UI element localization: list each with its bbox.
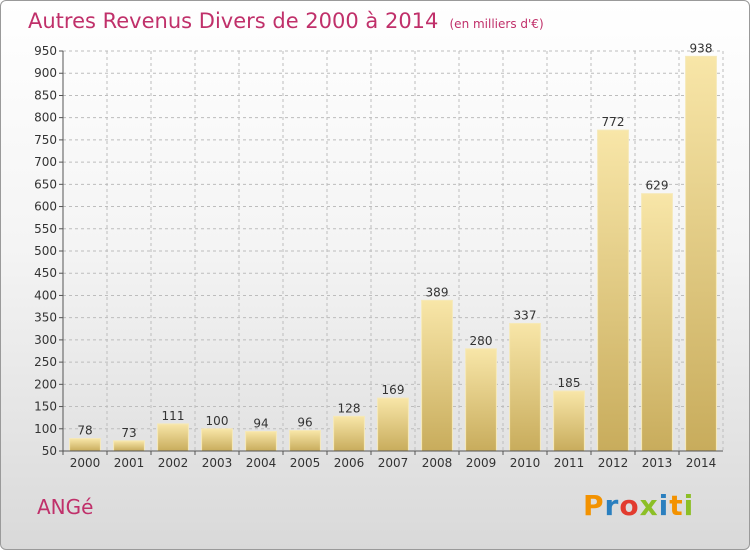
x-tick-label: 2007 <box>378 456 409 470</box>
label-layer: 50 100 150 200 250 300 350 400 450 500 550 600 650 70… <box>34 41 716 470</box>
bar-2002 <box>157 423 189 452</box>
bar-2006 <box>333 415 365 452</box>
value-label: 280 <box>470 334 493 348</box>
bar-2008 <box>421 299 453 452</box>
proxiti-logo[interactable]: Proxiti <box>583 489 694 522</box>
logo-letter: t <box>669 489 684 522</box>
value-label: 96 <box>297 416 312 430</box>
y-tick-label: 500 <box>34 244 57 258</box>
bar-2013 <box>641 193 673 452</box>
bar-2011 <box>553 390 585 452</box>
chart-subtitle: (en milliers d'€) <box>449 17 544 31</box>
value-label: 389 <box>426 285 449 299</box>
bar-2001 <box>113 440 145 452</box>
x-tick-label: 2006 <box>334 456 365 470</box>
bar-2010 <box>509 322 541 452</box>
x-tick-label: 2012 <box>598 456 629 470</box>
y-tick-label: 150 <box>34 400 57 414</box>
y-tick-label: 450 <box>34 266 57 280</box>
logo-letter: o <box>619 489 640 522</box>
bar-2004 <box>245 430 277 452</box>
logo-letter: x <box>639 489 659 522</box>
x-tick-label: 2009 <box>466 456 497 470</box>
bar-2000 <box>69 438 101 452</box>
y-tick-label: 750 <box>34 133 57 147</box>
y-tick-label: 850 <box>34 88 57 102</box>
y-tick-label: 300 <box>34 333 57 347</box>
x-tick-label: 2010 <box>510 456 541 470</box>
y-tick-label: 950 <box>34 44 57 58</box>
x-tick-label: 2014 <box>686 456 717 470</box>
bar-layer <box>69 55 717 452</box>
logo-letter: r <box>604 489 620 522</box>
commune-name: ANGé <box>37 495 94 519</box>
x-tick-label: 2008 <box>422 456 453 470</box>
value-label: 111 <box>162 409 185 423</box>
y-tick-label: 350 <box>34 311 57 325</box>
y-tick-label: 800 <box>34 111 57 125</box>
title-row: Autres Revenus Divers de 2000 à 2014 (en… <box>28 9 544 33</box>
bar-2007 <box>377 397 409 452</box>
value-label: 629 <box>646 179 669 193</box>
axis-layer <box>59 50 723 455</box>
x-tick-label: 2002 <box>158 456 189 470</box>
x-tick-label: 2001 <box>114 456 145 470</box>
value-label: 169 <box>382 383 405 397</box>
y-tick-label: 100 <box>34 422 57 436</box>
y-tick-label: 50 <box>42 444 57 458</box>
logo-letter: P <box>583 489 605 522</box>
x-tick-label: 2004 <box>246 456 277 470</box>
bar-2012 <box>597 129 629 452</box>
bar-2003 <box>201 428 233 452</box>
logo-letter: i <box>658 489 670 522</box>
value-label: 337 <box>514 308 537 322</box>
y-tick-label: 700 <box>34 155 57 169</box>
bar-2005 <box>289 430 321 452</box>
x-tick-label: 2003 <box>202 456 233 470</box>
y-tick-label: 600 <box>34 200 57 214</box>
value-label: 772 <box>602 115 625 129</box>
logo-letter: i <box>683 489 695 522</box>
x-tick-label: 2013 <box>642 456 673 470</box>
x-tick-label: 2011 <box>554 456 585 470</box>
value-label: 94 <box>253 416 268 430</box>
value-label: 938 <box>690 41 713 55</box>
chart-title: Autres Revenus Divers de 2000 à 2014 <box>28 9 439 33</box>
y-tick-label: 400 <box>34 288 57 302</box>
x-tick-label: 2000 <box>70 456 101 470</box>
value-label: 78 <box>77 424 92 438</box>
x-tick-label: 2005 <box>290 456 321 470</box>
y-tick-label: 900 <box>34 66 57 80</box>
y-tick-label: 250 <box>34 355 57 369</box>
value-label: 73 <box>121 426 136 440</box>
value-label: 100 <box>206 414 229 428</box>
value-label: 185 <box>558 376 581 390</box>
value-label: 128 <box>338 401 361 415</box>
bar-2009 <box>465 348 497 452</box>
y-tick-label: 650 <box>34 177 57 191</box>
bar-2014 <box>685 55 717 452</box>
y-tick-label: 200 <box>34 377 57 391</box>
y-tick-label: 550 <box>34 222 57 236</box>
